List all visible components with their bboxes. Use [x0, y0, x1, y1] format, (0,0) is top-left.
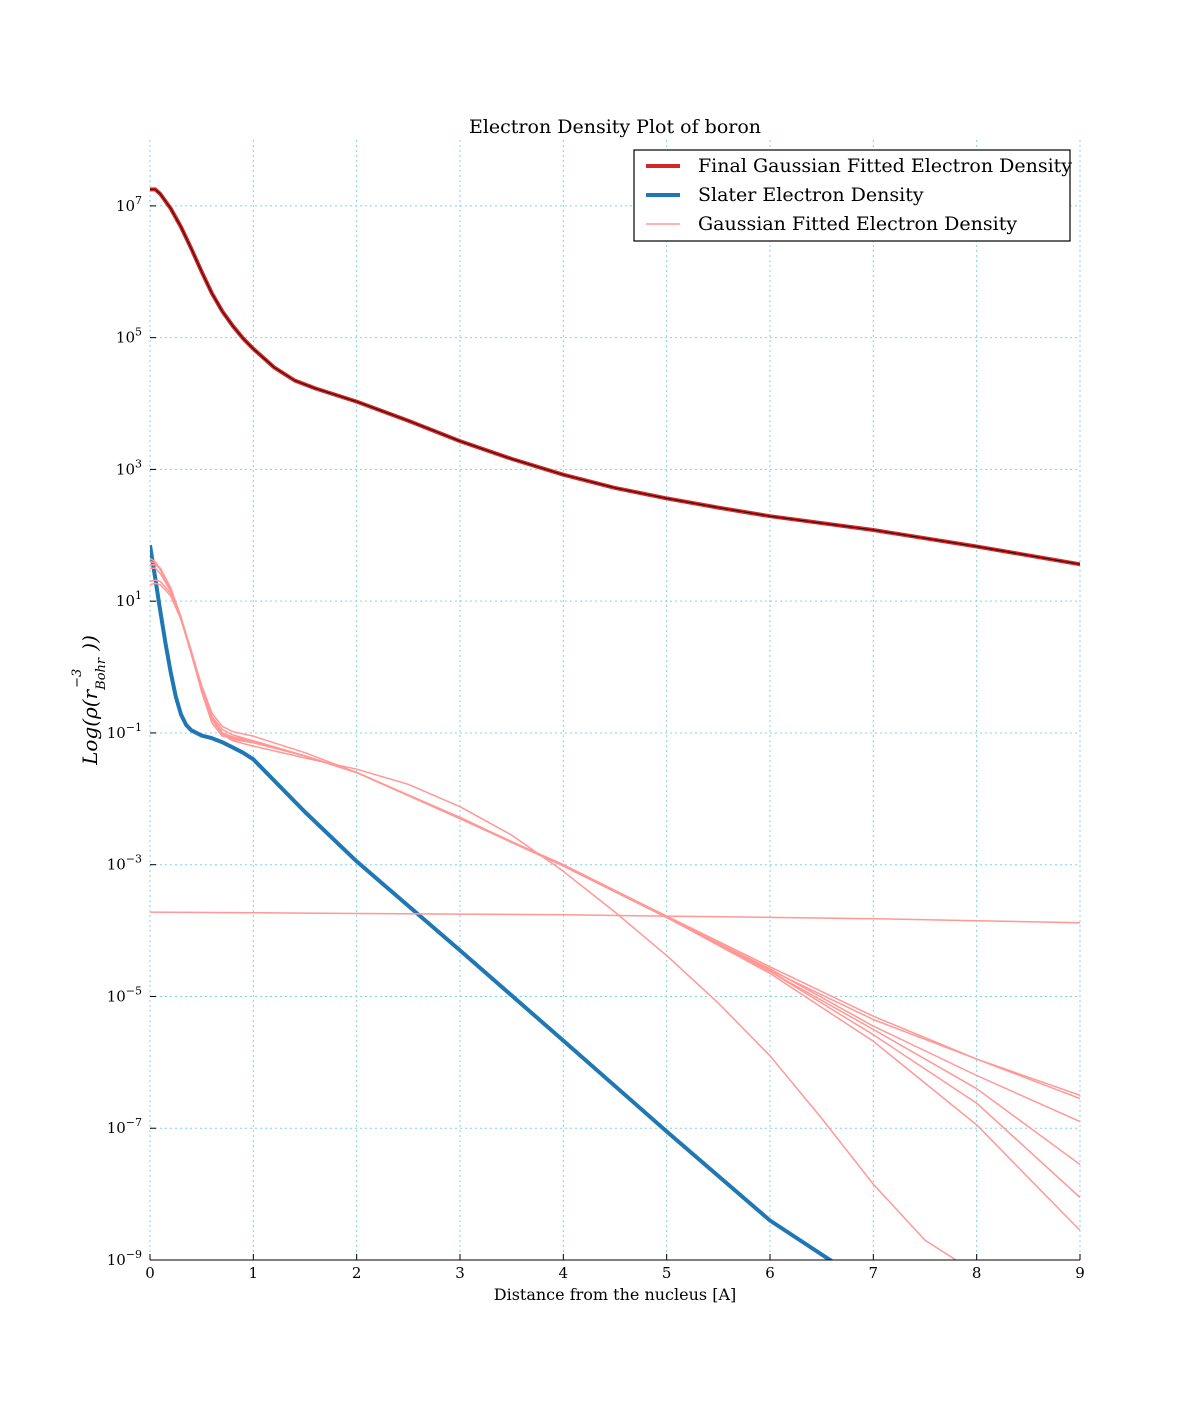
gaussian-fit-series-line: [150, 911, 1080, 924]
legend-frame: [633, 149, 1071, 242]
grid-lines: [149, 140, 1081, 1261]
x-tick-label: 6: [765, 1264, 775, 1282]
series-lines: [150, 187, 1080, 1260]
gaussian-fit-series-line: [150, 567, 1080, 1100]
gaussian-fit-series-line: [150, 579, 1080, 1198]
legend: Final Gaussian Fitted Electron Density Sl…: [633, 149, 1072, 242]
legend-label: Final Gaussian Fitted Electron Density: [698, 155, 1072, 177]
chart-title: Electron Density Plot of boron: [469, 116, 761, 138]
gaussian-fit-series-line: [150, 560, 1080, 1166]
x-tick-label: 5: [662, 1264, 672, 1282]
x-tick-label: 2: [352, 1264, 362, 1282]
y-tick-label: 10−1: [107, 721, 142, 742]
legend-label: Slater Electron Density: [698, 184, 924, 206]
y-tick-label: 107: [116, 194, 142, 215]
x-tick-label: 8: [972, 1264, 982, 1282]
y-axis-label: Log(ρ(rBohr−3)): [70, 635, 109, 766]
gaussian-fit-series-line: [150, 557, 1080, 1097]
axis-ticks: 0 1 2 3 4 5 6 7 8 9 107 105 103 101 10−1 10−3 10−5 10−7 10…: [107, 194, 1085, 1282]
x-tick-label: 0: [145, 1264, 155, 1282]
x-tick-label: 9: [1075, 1264, 1085, 1282]
y-tick-label: 10−3: [107, 853, 142, 874]
final-gaussian-inner-line: [150, 188, 1080, 565]
x-tick-label: 3: [455, 1264, 465, 1282]
gaussian-fit-series-line: [150, 564, 1080, 1231]
y-tick-label: 10−9: [107, 1248, 142, 1269]
y-tick-label: 10−7: [107, 1116, 142, 1137]
y-tick-label: 10−5: [107, 984, 142, 1005]
y-tick-label: 105: [116, 326, 142, 347]
x-tick-label: 4: [559, 1264, 569, 1282]
x-tick-label: 1: [249, 1264, 259, 1282]
y-tick-label: 101: [116, 589, 142, 610]
y-tick-label: 103: [116, 457, 142, 478]
slater-series-line: [150, 544, 834, 1260]
x-tick-label: 7: [869, 1264, 879, 1282]
legend-label: Gaussian Fitted Electron Density: [698, 213, 1017, 235]
gaussian-fit-series-line: [150, 564, 957, 1260]
x-axis-label: Distance from the nucleus [A]: [494, 1285, 737, 1304]
gaussian-fit-series-line: [150, 582, 1080, 1123]
legend-entries: Final Gaussian Fitted Electron Density Sl…: [646, 155, 1072, 235]
